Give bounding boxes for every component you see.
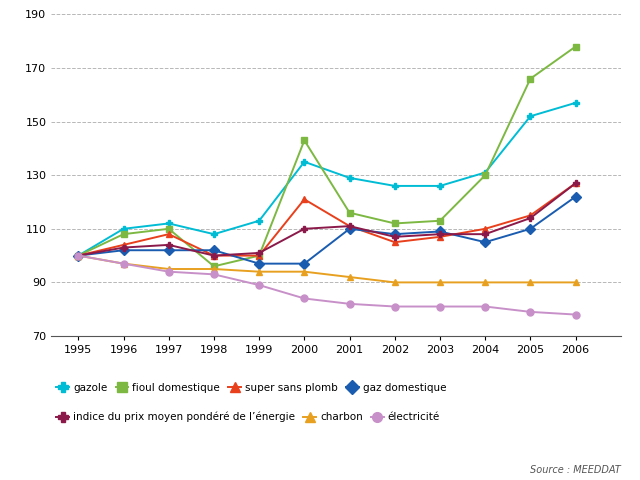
super sans plomb (346, 223, 353, 229)
Line: charbon: charbon (75, 252, 579, 286)
gazole (210, 231, 218, 237)
charbon (301, 269, 308, 275)
électricité (346, 301, 353, 307)
gazole (481, 169, 489, 175)
électricité (527, 309, 534, 315)
électricité (255, 282, 263, 288)
gazole (391, 183, 399, 189)
Legend: indice du prix moyen pondéré de l’énergie, charbon, électricité: indice du prix moyen pondéré de l’énergi… (56, 412, 440, 422)
Text: Source : MEEDDAT: Source : MEEDDAT (530, 465, 621, 475)
Line: super sans plomb: super sans plomb (75, 180, 579, 259)
charbon (210, 266, 218, 272)
indice du prix moyen pondéré de l’énergie (391, 234, 399, 240)
électricité (481, 304, 489, 310)
indice du prix moyen pondéré de l’énergie (210, 252, 218, 258)
super sans plomb (301, 196, 308, 202)
électricité (210, 272, 218, 277)
fioul domestique (120, 231, 127, 237)
Line: indice du prix moyen pondéré de l’énergie: indice du prix moyen pondéré de l’énergi… (75, 180, 579, 259)
fioul domestique (301, 137, 308, 143)
indice du prix moyen pondéré de l’énergie (436, 231, 444, 237)
super sans plomb (481, 226, 489, 232)
indice du prix moyen pondéré de l’énergie (120, 245, 127, 251)
indice du prix moyen pondéré de l’énergie (572, 180, 579, 186)
gaz domestique (391, 231, 399, 237)
gazole (527, 113, 534, 119)
gazole (255, 218, 263, 224)
indice du prix moyen pondéré de l’énergie (527, 215, 534, 221)
super sans plomb (391, 240, 399, 245)
charbon (346, 274, 353, 280)
gaz domestique (255, 261, 263, 266)
charbon (165, 266, 173, 272)
gazole (120, 226, 127, 232)
super sans plomb (572, 180, 579, 186)
gaz domestique (481, 240, 489, 245)
gaz domestique (165, 247, 173, 253)
indice du prix moyen pondéré de l’énergie (481, 231, 489, 237)
fioul domestique (572, 44, 579, 49)
indice du prix moyen pondéré de l’énergie (346, 223, 353, 229)
Line: électricité: électricité (75, 252, 579, 318)
gaz domestique (572, 194, 579, 200)
fioul domestique (255, 252, 263, 258)
fioul domestique (165, 226, 173, 232)
indice du prix moyen pondéré de l’énergie (165, 242, 173, 248)
électricité (301, 296, 308, 301)
fioul domestique (391, 221, 399, 227)
fioul domestique (346, 210, 353, 216)
Line: gazole: gazole (75, 99, 579, 259)
fioul domestique (527, 76, 534, 82)
charbon (572, 279, 579, 285)
électricité (120, 261, 127, 266)
gaz domestique (74, 252, 82, 258)
gazole (165, 221, 173, 227)
fioul domestique (481, 172, 489, 178)
Line: fioul domestique: fioul domestique (75, 43, 579, 270)
indice du prix moyen pondéré de l’énergie (301, 226, 308, 232)
charbon (120, 261, 127, 266)
électricité (391, 304, 399, 310)
gaz domestique (527, 226, 534, 232)
indice du prix moyen pondéré de l’énergie (255, 250, 263, 256)
charbon (436, 279, 444, 285)
charbon (481, 279, 489, 285)
fioul domestique (436, 218, 444, 224)
gazole (436, 183, 444, 189)
gaz domestique (120, 247, 127, 253)
électricité (572, 312, 579, 317)
gaz domestique (346, 226, 353, 232)
charbon (527, 279, 534, 285)
fioul domestique (74, 252, 82, 258)
super sans plomb (74, 252, 82, 258)
super sans plomb (210, 252, 218, 258)
super sans plomb (255, 252, 263, 258)
gaz domestique (301, 261, 308, 266)
gazole (301, 159, 308, 165)
Line: gaz domestique: gaz domestique (75, 193, 579, 267)
charbon (255, 269, 263, 275)
électricité (436, 304, 444, 310)
charbon (74, 252, 82, 258)
super sans plomb (527, 213, 534, 218)
super sans plomb (165, 231, 173, 237)
charbon (391, 279, 399, 285)
gazole (74, 252, 82, 258)
gaz domestique (210, 247, 218, 253)
fioul domestique (210, 264, 218, 269)
gaz domestique (436, 228, 444, 234)
électricité (165, 269, 173, 275)
super sans plomb (120, 242, 127, 248)
gazole (346, 175, 353, 181)
indice du prix moyen pondéré de l’énergie (74, 252, 82, 258)
électricité (74, 252, 82, 258)
super sans plomb (436, 234, 444, 240)
gazole (572, 100, 579, 106)
